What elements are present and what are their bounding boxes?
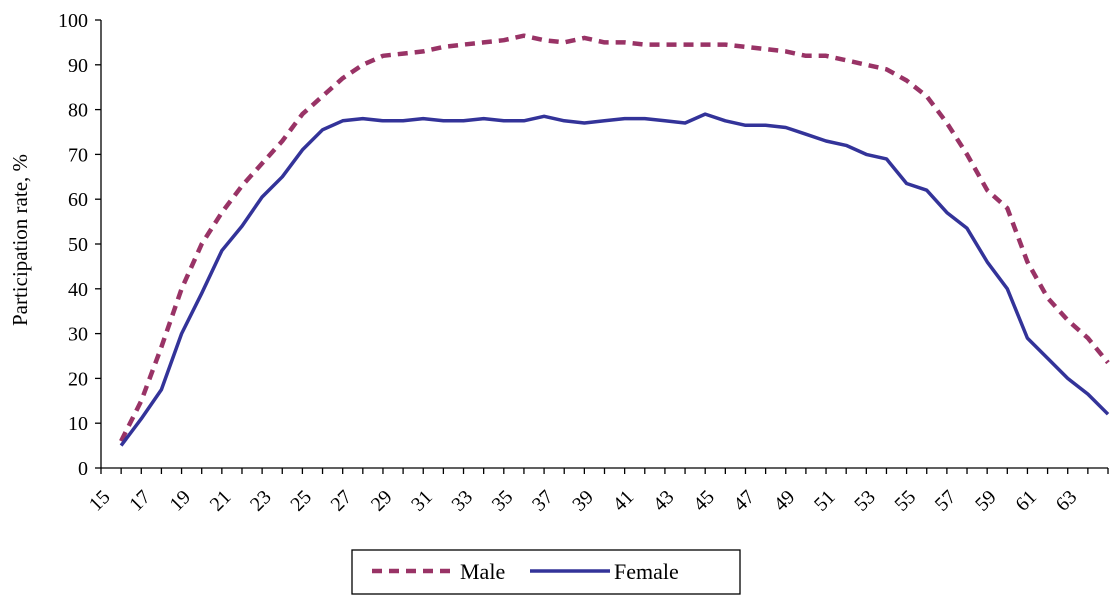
y-tick-label: 0 bbox=[78, 458, 88, 480]
y-tick-label: 20 bbox=[68, 368, 88, 390]
x-tick-label: 43 bbox=[649, 486, 679, 516]
x-tick-label: 63 bbox=[1052, 486, 1082, 516]
x-tick-label: 59 bbox=[971, 486, 1001, 516]
x-axis-ticks: 15 17 19 21 23 25 27 29 31 33 35 37 39 41 43 45 47 49 51 53… bbox=[85, 468, 1109, 516]
y-tick-label: 30 bbox=[68, 324, 88, 346]
y-tick-label: 40 bbox=[68, 279, 88, 301]
y-tick-label: 80 bbox=[68, 100, 88, 122]
x-tick-label: 49 bbox=[770, 486, 800, 516]
legend: Male Female bbox=[351, 549, 741, 595]
x-tick-label: 23 bbox=[246, 486, 276, 516]
x-tick-label: 53 bbox=[850, 486, 880, 516]
x-tick-label: 39 bbox=[568, 486, 598, 516]
legend-label-male: Male bbox=[460, 559, 505, 584]
x-tick-label: 51 bbox=[810, 486, 840, 516]
y-tick-label: 100 bbox=[58, 10, 88, 32]
x-tick-label: 47 bbox=[729, 486, 759, 516]
x-tick-label: 29 bbox=[367, 486, 397, 516]
series-lines bbox=[119, 33, 1110, 447]
x-tick-label: 17 bbox=[125, 486, 155, 516]
series-line-male bbox=[119, 33, 1110, 443]
x-tick-label: 45 bbox=[689, 486, 719, 516]
x-tick-label: 19 bbox=[165, 486, 195, 516]
series-line-female bbox=[119, 112, 1110, 447]
y-tick-label: 70 bbox=[68, 144, 88, 166]
x-tick-label: 33 bbox=[447, 486, 477, 516]
x-tick-label: 25 bbox=[286, 486, 316, 516]
x-tick-label: 37 bbox=[528, 486, 558, 516]
legend-label-female: Female bbox=[614, 559, 679, 584]
y-tick-label: 50 bbox=[68, 234, 88, 256]
x-tick-label: 27 bbox=[327, 486, 357, 516]
y-tick-label: 90 bbox=[68, 55, 88, 77]
x-tick-label: 35 bbox=[488, 486, 518, 516]
x-tick-label: 61 bbox=[1011, 486, 1041, 516]
x-tick-label: 55 bbox=[891, 486, 921, 516]
y-axis-ticks: 0 10 20 30 40 50 60 70 80 90 100 bbox=[58, 10, 101, 480]
x-tick-label: 57 bbox=[931, 486, 961, 516]
x-tick-label: 31 bbox=[407, 486, 437, 516]
y-tick-label: 10 bbox=[68, 413, 88, 435]
x-tick-label: 41 bbox=[609, 486, 639, 516]
y-tick-label: 60 bbox=[68, 189, 88, 211]
x-tick-label: 15 bbox=[85, 486, 115, 516]
x-tick-label: 21 bbox=[206, 486, 236, 516]
y-axis-title: Participation rate, % bbox=[8, 154, 32, 326]
